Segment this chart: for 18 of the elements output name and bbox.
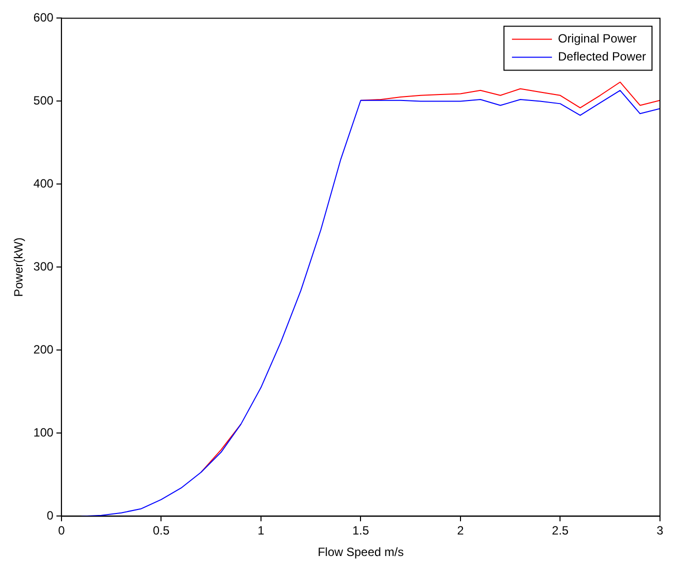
x-tick-label: 1.5: [352, 524, 370, 538]
x-tick-label: 0.5: [152, 524, 170, 538]
y-tick-label: 0: [46, 508, 54, 523]
y-tick-label: 600: [33, 10, 54, 25]
x-tick-label: 2: [457, 524, 464, 538]
legend-label: Original Power: [558, 32, 637, 46]
x-tick-label: 1: [258, 524, 265, 538]
y-tick-label: 300: [33, 260, 54, 274]
y-tick-label: 100: [33, 426, 54, 440]
y-tick-label: 200: [33, 342, 54, 357]
x-axis-title: Flow Speed m/s: [318, 545, 404, 560]
y-tick-label: 400: [33, 176, 54, 191]
y-tick-label: 500: [33, 94, 54, 108]
y-axis-title: Power(kW): [12, 238, 26, 297]
legend-label: Deflected Power: [558, 50, 646, 64]
x-tick-label: 2.5: [552, 524, 569, 538]
x-tick-label: 0: [58, 524, 66, 538]
x-tick-label: 3: [656, 524, 664, 538]
